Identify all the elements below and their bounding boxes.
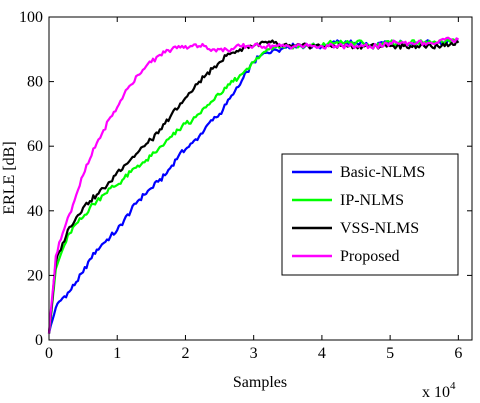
x-tick-label: 5 xyxy=(386,345,394,362)
x-tick-label: 1 xyxy=(113,345,121,362)
y-tick-label: 20 xyxy=(27,267,43,284)
x-tick-label: 0 xyxy=(45,345,53,362)
x-tick-label: 2 xyxy=(181,345,189,362)
legend-label-vss-nlms: VSS-NLMS xyxy=(340,220,419,237)
x-axis-multiplier: x 104 xyxy=(422,380,456,401)
y-tick-label: 0 xyxy=(35,332,43,349)
x-axis-multiplier-base: x 10 xyxy=(422,384,450,401)
x-axis-multiplier-exponent: 4 xyxy=(450,380,456,392)
y-tick-label: 100 xyxy=(19,9,43,26)
x-axis-label: Samples xyxy=(233,374,287,391)
series-line-proposed xyxy=(47,36,460,334)
legend-label-proposed: Proposed xyxy=(340,248,400,265)
x-tick-label: 4 xyxy=(318,345,326,362)
series-group xyxy=(47,36,460,334)
y-tick-label: 40 xyxy=(27,203,43,220)
legend-label-basic-nlms: Basic-NLMS xyxy=(340,164,425,181)
y-tick-label: 60 xyxy=(27,138,43,155)
x-tick-label: 3 xyxy=(250,345,258,362)
axes-frame xyxy=(48,16,473,341)
x-tick-label: 6 xyxy=(454,345,462,362)
legend: Basic-NLMS IP-NLMS VSS-NLMS Proposed xyxy=(281,153,459,276)
y-axis-label: ERLE [dB] xyxy=(1,141,18,214)
y-tick-label: 80 xyxy=(27,74,43,91)
legend-label-ip-nlms: IP-NLMS xyxy=(340,192,404,209)
